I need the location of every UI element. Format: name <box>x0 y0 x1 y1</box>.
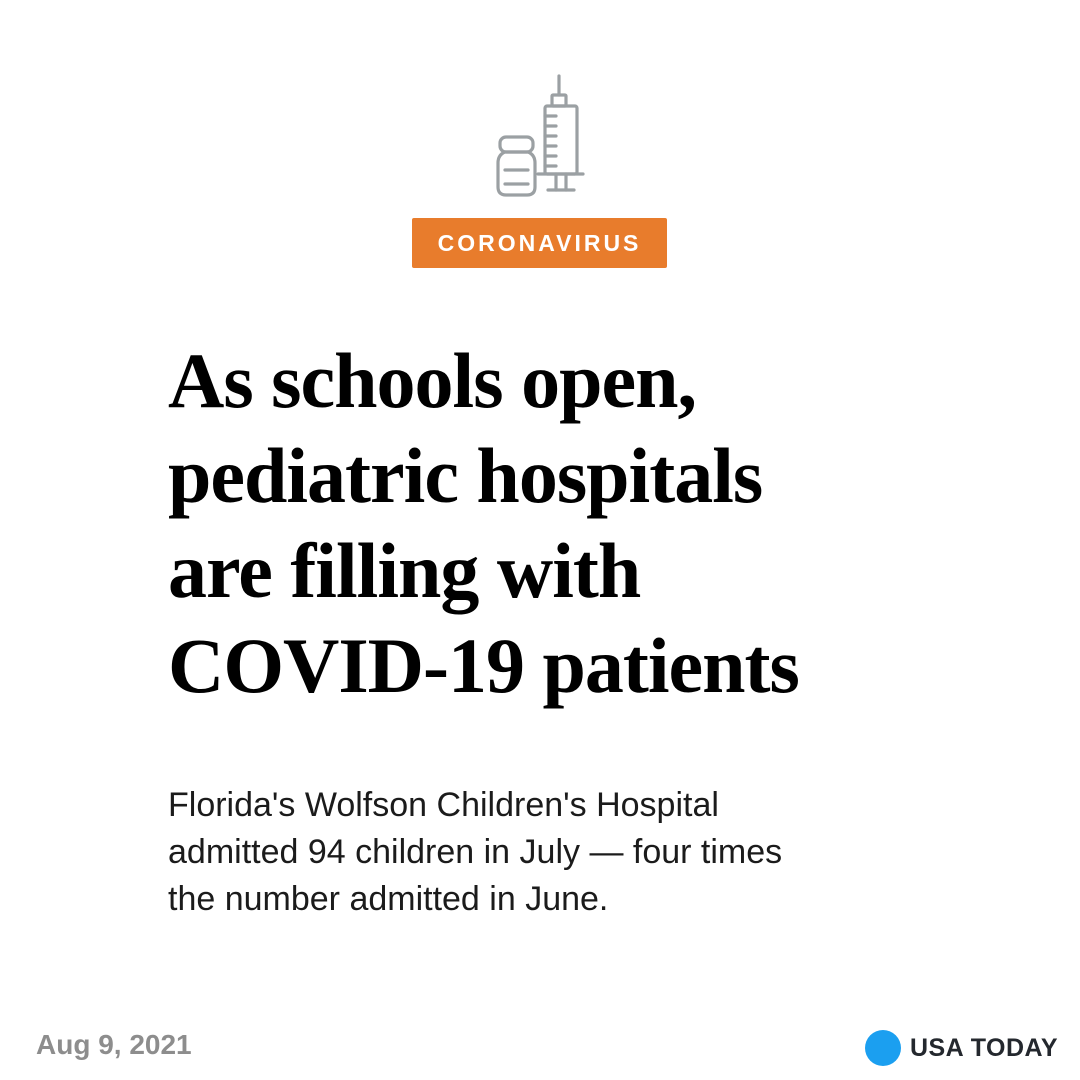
usa-today-logo: USA TODAY <box>864 1029 1058 1067</box>
headline: As schools open, pediatric hospitals are… <box>168 337 800 709</box>
usa-today-wordmark: USA TODAY <box>909 1033 1058 1062</box>
coronavirus-badge: CORONAVIRUS <box>412 218 667 268</box>
subheadline: Florida's Wolfson Children's Hospital ad… <box>168 786 783 918</box>
coronavirus-badge-label: CORONAVIRUS <box>437 229 642 256</box>
vial-and-syringe-icon <box>492 73 587 198</box>
usa-today-dot-icon <box>864 1030 901 1066</box>
publish-date: Aug 9, 2021 <box>36 1029 192 1060</box>
